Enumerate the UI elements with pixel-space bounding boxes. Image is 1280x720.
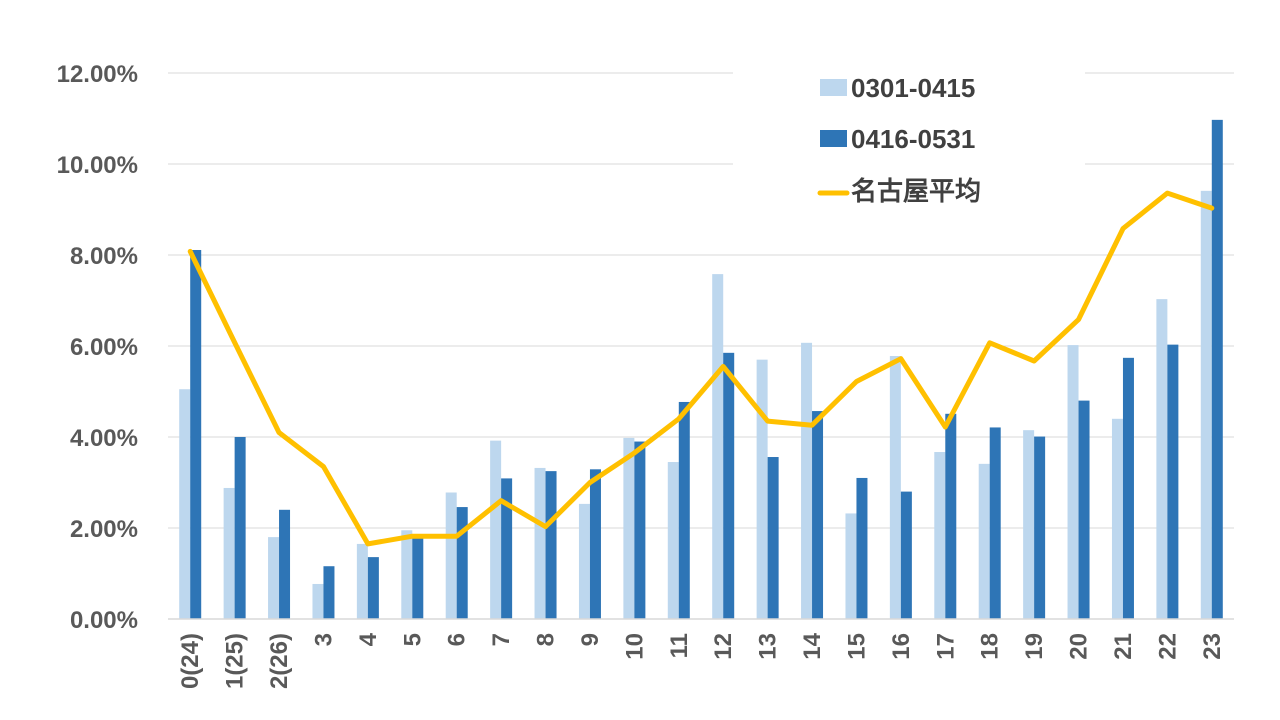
- legend-label: 名古屋平均: [851, 176, 981, 206]
- x-tick-label: 17: [932, 633, 959, 660]
- x-tick-label: 1(25): [222, 633, 249, 689]
- x-tick-label: 0(24): [177, 633, 204, 689]
- y-tick-label: 2.00%: [70, 516, 138, 543]
- bar: [534, 467, 546, 619]
- x-tick-label: 19: [1021, 633, 1048, 660]
- x-tick-label: 15: [843, 633, 870, 660]
- x-tick-label: 18: [977, 633, 1004, 660]
- bar: [1156, 299, 1168, 619]
- x-tick-label: 3: [310, 633, 337, 646]
- bar: [1167, 344, 1179, 619]
- x-tick-label: 7: [488, 633, 515, 646]
- bar: [1122, 357, 1134, 619]
- x-tick-label: 14: [799, 632, 826, 659]
- bar: [412, 535, 424, 619]
- bar: [678, 401, 690, 619]
- legend-swatch: [820, 79, 847, 96]
- y-tick-label: 0.00%: [70, 607, 138, 634]
- bar: [223, 487, 235, 619]
- bar: [501, 478, 513, 619]
- bar: [945, 413, 957, 619]
- bar: [712, 274, 724, 619]
- bar: [978, 463, 990, 619]
- bar: [401, 530, 413, 619]
- x-tick-label: 6: [444, 633, 471, 646]
- x-tick-label: 10: [621, 633, 648, 660]
- x-tick-label: 23: [1199, 633, 1226, 660]
- bar: [623, 437, 635, 619]
- y-tick-label: 8.00%: [70, 243, 138, 270]
- y-tick-label: 12.00%: [57, 61, 138, 88]
- bar: [578, 503, 590, 619]
- bar: [367, 557, 379, 619]
- x-tick-label: 8: [533, 633, 560, 646]
- bar: [312, 583, 324, 619]
- bar: [1200, 190, 1212, 619]
- x-tick-label: 22: [1154, 633, 1181, 660]
- gridlines: [168, 72, 1234, 529]
- bar: [1023, 430, 1035, 619]
- y-tick-label: 10.00%: [57, 152, 138, 179]
- x-tick-label: 4: [355, 632, 382, 646]
- bar: [900, 491, 912, 619]
- x-tick-label: 2(26): [266, 633, 293, 689]
- x-tick-label: 11: [666, 633, 693, 658]
- legend-label: 0416-0531: [851, 124, 975, 154]
- legend-swatch: [820, 130, 847, 147]
- bar: [989, 427, 1001, 619]
- bar: [1078, 400, 1090, 619]
- legend: 0301-0415 0416-0531 名古屋平均: [733, 62, 1085, 212]
- series-line: [187, 190, 1215, 547]
- legend-label: 0301-0415: [851, 73, 975, 103]
- line-series: [187, 190, 1215, 547]
- bar: [845, 513, 857, 619]
- bar: [1211, 119, 1223, 620]
- bar: [179, 389, 191, 619]
- bar: [934, 452, 946, 619]
- bar: [279, 509, 291, 619]
- bar: [323, 566, 335, 619]
- bar: [456, 507, 468, 619]
- bar: [268, 537, 280, 619]
- x-tick-label: 5: [399, 633, 426, 646]
- bar: [889, 356, 901, 619]
- x-tick-label: 21: [1110, 633, 1137, 660]
- legend-background: [733, 62, 1085, 212]
- bar: [445, 492, 457, 619]
- bar: [634, 441, 646, 619]
- bars: [179, 119, 1223, 620]
- x-tick-label: 20: [1066, 633, 1093, 660]
- x-tick-label: 12: [710, 633, 737, 660]
- bar: [723, 352, 735, 619]
- bar: [812, 411, 824, 619]
- bar: [756, 359, 768, 619]
- bar: [190, 249, 202, 619]
- bar: [490, 440, 502, 619]
- bar: [545, 471, 557, 619]
- x-tick-label: 9: [577, 633, 604, 646]
- bar: [767, 457, 779, 619]
- bar: [856, 477, 868, 619]
- y-tick-label: 6.00%: [70, 334, 138, 361]
- bar: [589, 469, 601, 619]
- bar: [801, 342, 813, 619]
- bar: [1034, 436, 1046, 619]
- bar: [234, 437, 246, 619]
- y-axis-tick-labels: 0.00% 2.00% 4.00% 6.00% 8.00% 10.00% 12.00%: [57, 61, 138, 634]
- bar: [1067, 345, 1079, 619]
- x-tick-label: 16: [888, 633, 915, 660]
- x-tick-label: 13: [755, 633, 782, 660]
- bar: [1111, 418, 1123, 619]
- bar: [356, 543, 368, 619]
- y-tick-label: 4.00%: [70, 425, 138, 452]
- bar: [667, 462, 679, 619]
- x-axis-tick-labels: 0(24) 1(25) 2(26) 3 4 5 6 7 8 9 10 11 12 13 14 15 16 17 18…: [177, 632, 1226, 689]
